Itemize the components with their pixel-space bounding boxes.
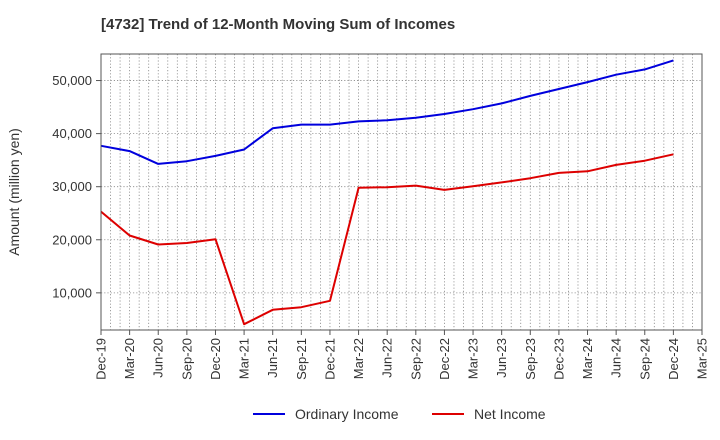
series-line-net-income [100,153,674,326]
y-tick-label: 10,000 [52,285,92,300]
legend: Ordinary Income Net Income [253,406,546,422]
x-tick-label: Mar-20 [122,338,137,379]
chart-title: [4732] Trend of 12-Month Moving Sum of I… [101,16,456,33]
x-tick-label: Jun-23 [494,338,509,378]
y-tick-label: 50,000 [52,73,92,88]
y-axis-label: Amount (million yen) [6,128,22,256]
x-tick-label: Mar-25 [695,338,710,379]
x-tick-label: Dec-20 [208,338,223,380]
legend-label: Net Income [474,406,546,422]
x-tick-label: Dec-21 [322,338,337,380]
series-layer [100,59,674,326]
x-tick-label: Jun-24 [609,338,624,378]
y-tick-label: 40,000 [52,126,92,141]
x-axis: Dec-19 Mar-20 Jun-20 Sep-20 Dec-20 Mar-21 Jun-… [94,330,710,380]
x-tick-label: Mar-24 [580,338,595,379]
x-tick-label: Dec-19 [94,338,109,380]
x-tick-label: Jun-21 [265,338,280,378]
x-tick-label: Mar-22 [351,338,366,379]
y-tick-label: 20,000 [52,232,92,247]
x-tick-label: Sep-22 [408,338,423,380]
x-tick-label: Mar-21 [237,338,252,379]
legend-label: Ordinary Income [295,406,399,422]
x-tick-label: Sep-23 [523,338,538,380]
series-line-ordinary-income [100,59,674,165]
x-tick-label: Sep-21 [294,338,309,380]
y-tick-label: 30,000 [52,179,92,194]
x-tick-label: Jun-20 [151,338,166,378]
grid-layer [100,54,703,330]
x-tick-label: Dec-23 [551,338,566,380]
x-tick-label: Sep-24 [637,338,652,380]
x-tick-label: Sep-20 [179,338,194,380]
y-axis: 10,000 20,000 30,000 40,000 50,000 [52,73,101,300]
x-tick-label: Mar-23 [466,338,481,379]
x-tick-label: Dec-24 [666,338,681,380]
x-tick-label: Jun-22 [380,338,395,378]
plot-frame [100,53,703,331]
x-tick-label: Dec-22 [437,338,452,380]
